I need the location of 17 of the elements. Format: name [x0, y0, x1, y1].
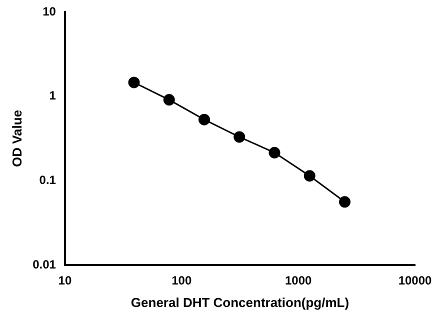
x-tick-label: 1000 — [284, 274, 312, 288]
point — [198, 114, 210, 126]
point — [128, 76, 140, 88]
y-tick-label: 0.01 — [32, 257, 56, 272]
x-axis-title: General DHT Concentration(pg/mL) — [130, 294, 350, 310]
x-tick-label: 100 — [172, 274, 192, 288]
x-tick-label: 10 — [58, 274, 72, 288]
y-tick-label: 1 — [49, 88, 56, 103]
y-tick-label: 0.1 — [39, 172, 56, 187]
point — [268, 146, 280, 158]
y-axis-title: OD Value — [9, 110, 24, 168]
point — [163, 94, 175, 106]
x-tick-label: 10000 — [398, 274, 432, 288]
point — [304, 170, 316, 182]
point — [339, 196, 350, 208]
y-tick-label: 10 — [42, 4, 56, 18]
point — [234, 131, 246, 143]
